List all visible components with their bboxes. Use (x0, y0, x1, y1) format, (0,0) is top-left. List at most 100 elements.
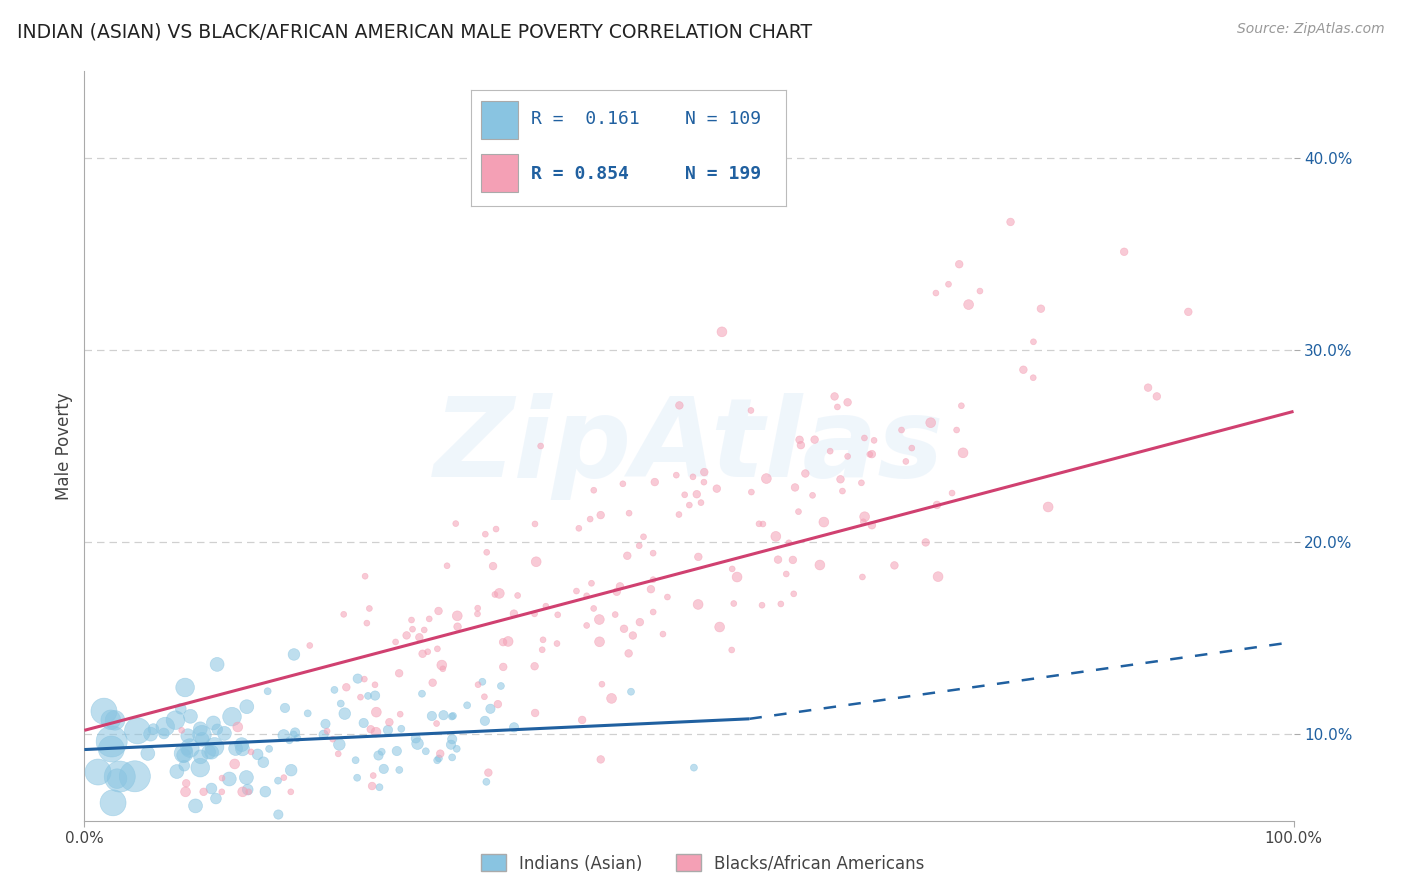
Point (430, 658, 453, 673)
Point (485, 522, 508, 536)
Point (87, 765, 110, 780)
Point (830, 472, 852, 486)
Point (205, 657, 228, 672)
Point (367, 748, 389, 763)
Point (364, 725, 387, 739)
Point (496, 634, 519, 648)
Point (231, 742, 253, 756)
Point (752, 516, 775, 531)
Point (1146, 389, 1168, 403)
Point (226, 720, 249, 734)
Point (589, 752, 612, 766)
Point (240, 745, 263, 759)
Point (682, 470, 704, 484)
Point (688, 598, 710, 612)
Point (938, 277, 960, 292)
Point (280, 763, 302, 777)
Point (479, 702, 502, 716)
Point (100, 734, 122, 748)
Point (582, 483, 605, 498)
Point (316, 724, 339, 739)
Point (100, 713, 122, 727)
Point (139, 727, 162, 741)
Point (710, 325, 733, 339)
Point (600, 691, 623, 706)
Point (492, 635, 515, 649)
Point (588, 634, 610, 648)
Point (568, 521, 591, 535)
Point (837, 395, 859, 409)
Point (200, 781, 222, 796)
Point (191, 728, 214, 742)
Point (389, 707, 412, 722)
Point (693, 475, 716, 490)
Point (740, 485, 762, 500)
Point (474, 714, 496, 728)
Point (643, 546, 665, 560)
Point (794, 467, 817, 481)
Point (531, 632, 554, 647)
Point (482, 559, 505, 574)
Point (606, 584, 628, 599)
Point (628, 539, 651, 553)
Point (332, 607, 354, 622)
Point (775, 566, 797, 581)
Point (474, 690, 496, 704)
Point (831, 484, 853, 499)
Point (859, 447, 882, 461)
Point (344, 753, 367, 767)
Point (723, 597, 745, 611)
Point (127, 723, 149, 738)
Point (633, 530, 655, 544)
Point (429, 747, 451, 761)
Point (335, 680, 357, 694)
Point (357, 689, 380, 703)
Point (267, 807, 290, 822)
Point (488, 586, 510, 600)
Point (683, 761, 706, 775)
Point (406, 737, 429, 751)
Point (575, 618, 598, 632)
Y-axis label: Male Poverty: Male Poverty (55, 392, 73, 500)
Point (860, 518, 883, 533)
Point (416, 645, 439, 659)
Point (571, 713, 593, 727)
Point (446, 620, 468, 634)
Point (657, 590, 679, 604)
Point (426, 753, 449, 767)
Point (665, 468, 688, 483)
Point (188, 761, 211, 775)
Point (356, 616, 378, 631)
Text: ZipAtlas: ZipAtlas (433, 392, 945, 500)
Point (720, 643, 742, 657)
Point (778, 536, 800, 550)
Point (755, 472, 778, 486)
Point (725, 570, 748, 584)
Point (643, 605, 665, 619)
Point (890, 423, 912, 437)
Point (155, 720, 177, 734)
Point (837, 450, 859, 464)
Point (124, 769, 146, 783)
Point (214, 726, 236, 740)
Point (503, 607, 526, 621)
Point (93, 704, 115, 718)
Point (364, 678, 387, 692)
Point (287, 731, 309, 745)
Point (377, 723, 399, 737)
Point (688, 549, 710, 564)
Point (751, 598, 773, 612)
Point (257, 742, 280, 756)
Point (221, 709, 243, 723)
Point (225, 741, 247, 756)
Point (894, 454, 917, 468)
Point (801, 488, 824, 502)
Point (284, 725, 307, 739)
Point (471, 674, 494, 689)
Point (706, 482, 728, 496)
Point (546, 636, 568, 650)
Point (790, 438, 813, 452)
Point (201, 745, 224, 759)
Point (427, 604, 450, 618)
Point (353, 672, 375, 686)
